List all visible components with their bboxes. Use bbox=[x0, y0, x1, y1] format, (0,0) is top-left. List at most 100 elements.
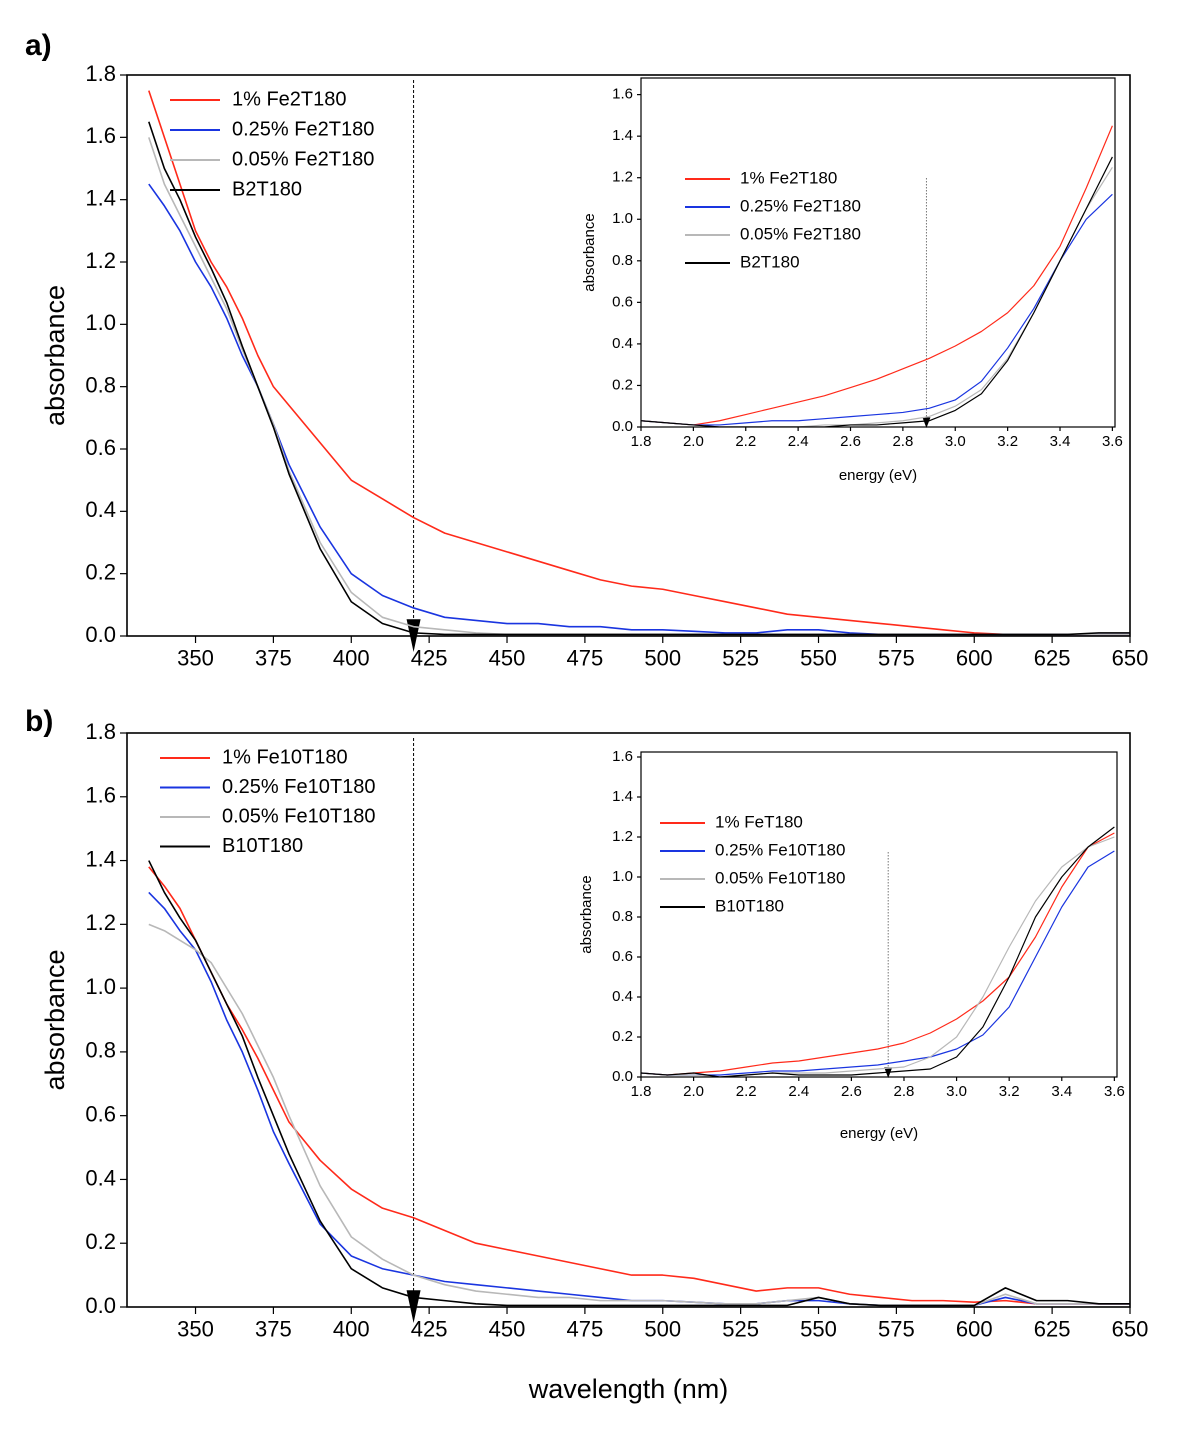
x-tick-label: 600 bbox=[956, 1316, 993, 1341]
x-tick-label: 625 bbox=[1034, 1316, 1071, 1341]
legend-label: 1% Fe2T180 bbox=[740, 168, 837, 187]
series-line bbox=[641, 826, 1115, 1077]
plot-area bbox=[641, 125, 1113, 427]
legend-label: 0.25% Fe10T180 bbox=[715, 840, 845, 859]
x-tick-label: 550 bbox=[800, 1316, 837, 1341]
x-tick-label: 2.2 bbox=[736, 1083, 757, 1100]
x-tick-label: 3.0 bbox=[945, 433, 966, 450]
x-tick-label: 3.6 bbox=[1104, 1083, 1125, 1100]
y-tick-label: 0.2 bbox=[612, 1028, 633, 1045]
series-line bbox=[641, 156, 1113, 427]
inset-background bbox=[641, 78, 1115, 427]
chart: 1% FeT180 0.25% Fe10T180 0.05% Fe10T180 B10… bbox=[578, 748, 1125, 1142]
y-axis-label: absorbance bbox=[40, 285, 70, 426]
y-tick-label: 1.2 bbox=[612, 169, 633, 186]
chart: 1% Fe2T180 0.25% Fe2T180 0.05% Fe2T180 B2T… bbox=[581, 77, 1123, 484]
axes-frame bbox=[640, 77, 1116, 428]
x-tick-label: 475 bbox=[567, 1316, 604, 1341]
legend-label: 1% Fe2T180 bbox=[232, 88, 347, 110]
y-tick-label: 1.4 bbox=[612, 788, 633, 805]
x-tick-label: 2.8 bbox=[892, 433, 913, 450]
series-line bbox=[148, 866, 1130, 1305]
y-tick-label: 0.0 bbox=[85, 1293, 116, 1318]
x-tick-label: 525 bbox=[722, 1316, 759, 1341]
x-tick-label: 450 bbox=[489, 1316, 526, 1341]
axes-frame bbox=[126, 732, 1131, 1308]
x-tick-label: 3.0 bbox=[946, 1083, 967, 1100]
x-tick-label: 3.4 bbox=[1050, 433, 1071, 450]
x-tick-label: 475 bbox=[567, 645, 604, 670]
series-line bbox=[641, 836, 1115, 1077]
y-tick-label: 0.8 bbox=[85, 1038, 116, 1063]
x-tick-label: 3.4 bbox=[1051, 1083, 1072, 1100]
x-tick-label: 400 bbox=[333, 1316, 370, 1341]
y-tick-label: 0.4 bbox=[85, 1165, 116, 1190]
legend-label: 0.05% Fe2T180 bbox=[232, 148, 374, 170]
x-tick-label: 3.6 bbox=[1102, 433, 1123, 450]
y-tick-label: 1.2 bbox=[85, 910, 116, 935]
y-tick-label: 1.0 bbox=[612, 868, 633, 885]
x-axis-label: energy (eV) bbox=[839, 467, 917, 484]
x-tick-label: 650 bbox=[1112, 1316, 1149, 1341]
legend-label: 0.25% Fe2T180 bbox=[740, 196, 861, 215]
series-line bbox=[641, 850, 1115, 1076]
panel-label: a) bbox=[25, 29, 52, 62]
x-tick-label: 600 bbox=[956, 645, 993, 670]
panel-label: b) bbox=[25, 705, 53, 738]
y-tick-label: 0.2 bbox=[85, 559, 116, 584]
legend-label: 0.05% Fe10T180 bbox=[222, 805, 375, 827]
y-tick-label: 0.0 bbox=[612, 1068, 633, 1085]
plot-area bbox=[148, 90, 1130, 636]
inset-background bbox=[641, 752, 1117, 1077]
legend-label: B2T180 bbox=[232, 178, 302, 200]
x-tick-label: 550 bbox=[800, 645, 837, 670]
chart: 1% Fe2T180 0.25% Fe2T180 0.05% Fe2T180 B2T1… bbox=[25, 29, 1148, 670]
x-tick-label: 2.0 bbox=[683, 433, 704, 450]
x-tick-label: 375 bbox=[255, 1316, 292, 1341]
y-tick-label: 1.6 bbox=[612, 748, 633, 765]
legend-label: 0.05% Fe2T180 bbox=[740, 224, 861, 243]
y-tick-label: 0.0 bbox=[612, 418, 633, 435]
y-tick-label: 1.2 bbox=[85, 248, 116, 273]
x-tick-label: 2.0 bbox=[683, 1083, 704, 1100]
legend-label: 1% FeT180 bbox=[715, 812, 803, 831]
series-line bbox=[148, 121, 1130, 636]
legend-label: B2T180 bbox=[740, 252, 800, 271]
y-tick-label: 1.6 bbox=[85, 783, 116, 808]
x-tick-label: 375 bbox=[255, 645, 292, 670]
x-tick-label: 450 bbox=[489, 645, 526, 670]
y-tick-label: 1.4 bbox=[85, 846, 116, 871]
legend-label: 0.25% Fe10T180 bbox=[222, 776, 375, 798]
x-tick-label: 500 bbox=[644, 1316, 681, 1341]
axes-frame bbox=[640, 751, 1118, 1078]
y-tick-label: 1.4 bbox=[85, 185, 116, 210]
x-tick-label: 525 bbox=[722, 645, 759, 670]
y-tick-label: 0.8 bbox=[612, 908, 633, 925]
x-tick-label: 575 bbox=[878, 645, 915, 670]
x-tick-label: 1.8 bbox=[631, 433, 652, 450]
y-tick-label: 1.6 bbox=[85, 123, 116, 148]
x-tick-label: 500 bbox=[644, 645, 681, 670]
x-tick-label: 425 bbox=[411, 1316, 448, 1341]
y-tick-label: 1.8 bbox=[85, 61, 116, 86]
x-axis-label: wavelength (nm) bbox=[528, 1374, 729, 1404]
x-tick-label: 650 bbox=[1112, 645, 1149, 670]
chart: 1% Fe10T180 0.25% Fe10T180 0.05% Fe10T180 B… bbox=[25, 705, 1148, 1404]
series-line bbox=[148, 860, 1130, 1307]
y-tick-label: 0.4 bbox=[612, 988, 633, 1005]
y-tick-label: 0.4 bbox=[612, 335, 633, 352]
legend-label: B10T180 bbox=[222, 835, 303, 857]
y-tick-label: 1.0 bbox=[85, 974, 116, 999]
marker-arrow bbox=[922, 417, 931, 428]
y-tick-label: 1.4 bbox=[612, 127, 633, 144]
legend-label: B10T180 bbox=[715, 896, 784, 915]
x-tick-label: 625 bbox=[1034, 645, 1071, 670]
x-tick-label: 3.2 bbox=[997, 433, 1018, 450]
series-line bbox=[641, 832, 1115, 1076]
y-tick-label: 0.0 bbox=[85, 622, 116, 647]
y-tick-label: 1.8 bbox=[85, 719, 116, 744]
y-tick-label: 1.0 bbox=[612, 210, 633, 227]
x-tick-label: 425 bbox=[411, 645, 448, 670]
